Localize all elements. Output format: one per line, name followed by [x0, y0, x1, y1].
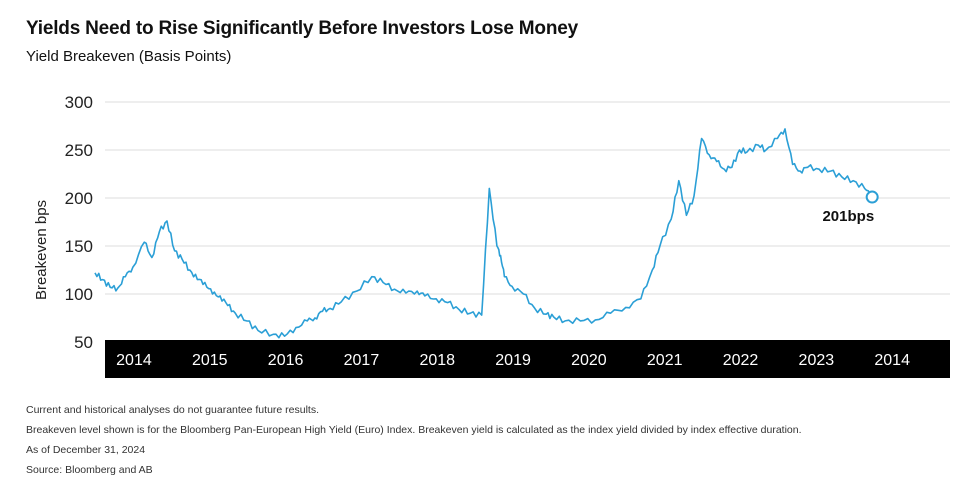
- x-tick-label: 2023: [799, 352, 835, 369]
- y-tick-label: 200: [65, 189, 93, 208]
- disclaimer-text: Current and historical analyses do not g…: [26, 404, 320, 416]
- x-tick-label: 2022: [723, 352, 759, 369]
- x-tick-label: 2018: [419, 352, 455, 369]
- y-grid: [105, 101, 950, 295]
- y-tick-label: 150: [65, 237, 93, 256]
- x-tick-label: 2020: [571, 352, 607, 369]
- end-point-marker: [865, 190, 879, 204]
- y-tick-label: 250: [65, 141, 93, 160]
- chart-subtitle: Yield Breakeven (Basis Points): [26, 48, 232, 65]
- x-tick-label: 2015: [192, 352, 228, 369]
- x-tick-label: 2014: [874, 352, 910, 369]
- y-tick-label: 100: [65, 285, 93, 304]
- x-tick-label: 2014: [116, 352, 152, 369]
- x-tick-label: 2017: [344, 352, 380, 369]
- x-tick-label: 2016: [268, 352, 304, 369]
- x-axis-ticks: 2014 2015 2016 2017 2018 2019 2020 2021 2022 2023…: [116, 352, 910, 369]
- source-text: Source: Bloomberg and AB: [26, 464, 153, 476]
- index-note-text: Breakeven level shown is for the Bloombe…: [26, 424, 802, 436]
- chart-title: Yields Need to Rise Significantly Before…: [26, 18, 578, 39]
- end-value-label: 201bps: [822, 208, 874, 225]
- y-tick-label: 50: [74, 333, 93, 352]
- breakeven-line-chart: 50 100 150 200 250 300 Breakeven bps 2014 2015…: [33, 93, 950, 378]
- y-axis-label: Breakeven bps: [33, 200, 50, 300]
- x-axis-band: [105, 340, 950, 378]
- x-tick-label: 2019: [495, 352, 531, 369]
- x-tick-label: 2021: [647, 352, 683, 369]
- as-of-date: As of December 31, 2024: [26, 444, 146, 456]
- breakeven-series-line: [94, 128, 873, 339]
- y-tick-label: 300: [65, 93, 93, 112]
- y-axis-ticks: 50 100 150 200 250 300: [65, 93, 93, 352]
